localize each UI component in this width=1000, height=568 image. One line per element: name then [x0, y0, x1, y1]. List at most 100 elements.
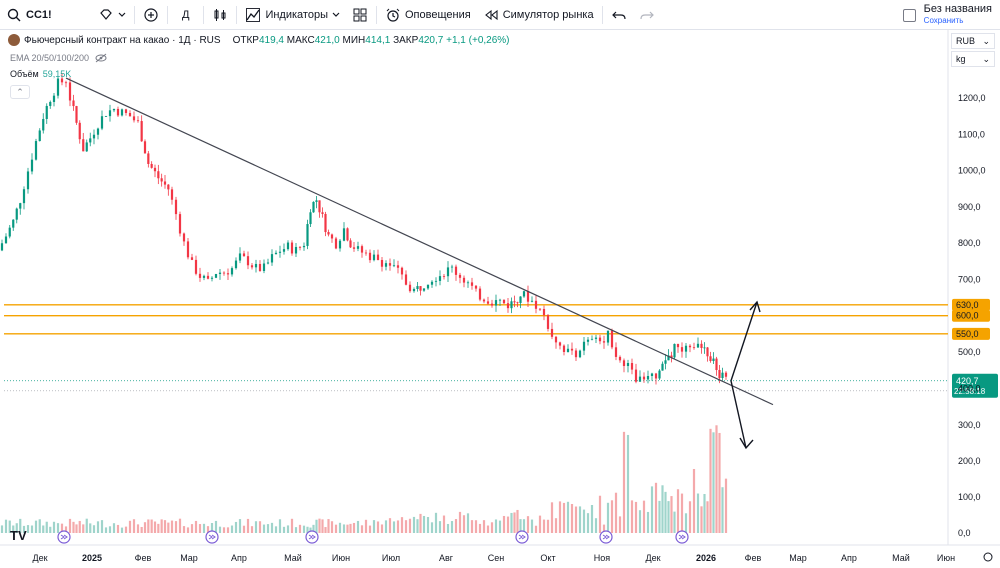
change-value: +1,1 (+0,26%) [446, 34, 510, 46]
layouts-button[interactable] [346, 0, 374, 30]
candle-body [696, 343, 700, 348]
open-label: ОТКР [232, 34, 259, 46]
volume-bar [143, 522, 147, 533]
open-value: 419,4 [258, 34, 284, 46]
volume-legend[interactable]: Объём 59,15K [10, 69, 71, 79]
volume-bar [202, 523, 206, 533]
time-tick-label: Фев [745, 553, 762, 563]
volume-bar [703, 494, 706, 533]
layout-save-area: Без названия Сохранить [902, 4, 992, 26]
volume-bar [594, 518, 598, 533]
candle-body [352, 247, 356, 249]
trendline[interactable] [65, 77, 774, 406]
time-tick-label: Авг [439, 553, 454, 563]
volume-bar [372, 520, 376, 533]
candle-body [654, 373, 658, 379]
candle-body [715, 358, 718, 371]
volume-bar [246, 518, 250, 533]
volume-bar [170, 520, 174, 533]
candle-body [22, 189, 26, 204]
divider [375, 5, 377, 24]
level-tag [952, 327, 990, 340]
save-layout-button[interactable]: Без названия Сохранить [924, 4, 992, 26]
volume-bar [306, 526, 309, 533]
price-tick-label: 800,0 [958, 238, 981, 248]
volume-bar [658, 500, 661, 533]
candles [0, 73, 728, 385]
undo-button[interactable] [605, 0, 633, 30]
volume-bar [721, 487, 724, 533]
eye-off-icon[interactable] [95, 53, 107, 63]
candle-body [136, 120, 140, 122]
candle-body [302, 245, 306, 248]
volume-bar [214, 520, 218, 533]
candle-body [12, 219, 15, 228]
time-axis[interactable]: Дек 2025 Фев Мар Апр Май Июн Июл Авг Сен Окт Ноя Дек… [32, 552, 993, 563]
volume-bar [422, 515, 426, 533]
symbol-search[interactable]: CC1! [0, 0, 92, 30]
candle-body [474, 285, 478, 289]
candle-body [658, 370, 661, 379]
volume-bar [692, 468, 696, 533]
projection-arrows[interactable] [730, 300, 761, 450]
candle-body [626, 363, 630, 367]
alerts-button[interactable]: Оповещения [379, 0, 477, 30]
candle-body [174, 199, 178, 215]
candle-body [506, 303, 510, 309]
candle-body [454, 266, 458, 275]
collapse-legend-button[interactable]: ⌃ [10, 85, 30, 99]
tradingview-logo[interactable]: TV [10, 528, 27, 543]
candle-body [534, 300, 538, 309]
volume-bar [321, 519, 324, 533]
volume-bar [586, 513, 590, 533]
candle-body [186, 241, 190, 258]
candle-body [246, 256, 250, 266]
volume-bar [72, 521, 75, 533]
candle-body [96, 128, 100, 135]
volume-bar [510, 512, 513, 533]
volume-bar [696, 493, 700, 533]
redo-button[interactable] [633, 0, 661, 30]
candle-body [258, 263, 262, 271]
chart-type-button[interactable] [206, 0, 234, 30]
candle-body [570, 348, 574, 351]
volume-tick-label: 200,0 [958, 456, 981, 466]
ema-legend[interactable]: EMA 20/50/100/200 [10, 53, 107, 63]
indicators-button[interactable]: Индикаторы [239, 0, 346, 30]
candle-body [26, 171, 30, 190]
interval-button[interactable]: Д [170, 0, 201, 30]
layout-name: Без названия [923, 3, 992, 15]
candle-body [650, 373, 654, 377]
replay-button[interactable]: Симулятор рынка [477, 0, 600, 30]
candle-body [554, 336, 558, 343]
candle-body [594, 337, 598, 339]
volume-bar [346, 524, 349, 533]
candle-body [384, 263, 388, 267]
candle-body [346, 228, 349, 241]
series-title[interactable]: Фьючерсный контракт на какао · 1Д · RUS [24, 34, 221, 46]
candle-body [546, 315, 550, 329]
replay-label: Симулятор рынка [502, 8, 594, 21]
candle-body [721, 372, 724, 379]
candle-body [242, 253, 246, 257]
candle-body [19, 203, 22, 209]
unit-selector[interactable]: kg ⌄ [951, 51, 995, 67]
candle-body [590, 338, 594, 340]
candle-body [238, 253, 242, 261]
candle-body [270, 254, 274, 263]
price-axis[interactable]: 1200,0 1100,0 1000,0 900,0 800,0 700,0 500,0 40… [958, 93, 986, 538]
currency-selector[interactable]: RUB ⌄ [951, 33, 995, 49]
candle-body [618, 356, 622, 361]
candle-body [100, 116, 104, 129]
symbol-menu-button[interactable] [92, 0, 132, 30]
candle-body [56, 78, 60, 96]
volume-bar [96, 521, 100, 533]
event-markers[interactable] [57, 530, 689, 544]
compare-button[interactable] [137, 0, 165, 30]
volume-value: 59,15K [42, 69, 72, 79]
gear-icon [983, 552, 993, 562]
cacao-icon [8, 34, 20, 46]
layout-checkbox[interactable] [902, 8, 916, 22]
